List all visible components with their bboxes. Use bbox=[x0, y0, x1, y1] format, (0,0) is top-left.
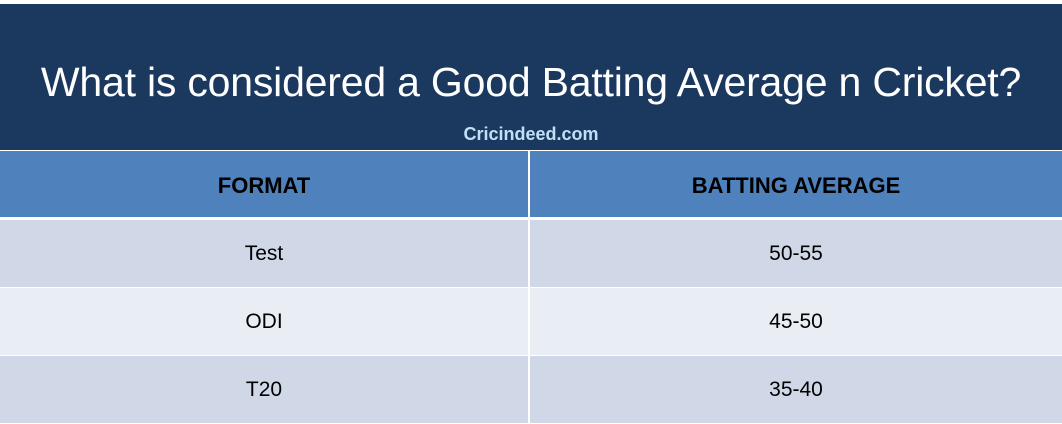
column-header-format: FORMAT bbox=[0, 151, 530, 220]
table-header-row: FORMAT BATTING AVERAGE bbox=[0, 151, 1062, 220]
table-row: Test 50-55 bbox=[0, 220, 1062, 288]
table-row: ODI 45-50 bbox=[0, 288, 1062, 356]
page-title: What is considered a Good Batting Averag… bbox=[40, 59, 1022, 105]
batting-average-table: FORMAT BATTING AVERAGE Test 50-55 ODI 45… bbox=[0, 151, 1062, 424]
format-cell: Test bbox=[0, 220, 530, 288]
site-watermark: Cricindeed.com bbox=[463, 124, 599, 144]
format-cell: T20 bbox=[0, 356, 530, 424]
column-header-batting-average: BATTING AVERAGE bbox=[691, 172, 901, 198]
average-cell: 35-40 bbox=[769, 378, 823, 401]
average-cell: 45-50 bbox=[769, 310, 823, 333]
title-banner: What is considered a Good Batting Averag… bbox=[0, 4, 1062, 150]
average-cell: 50-55 bbox=[769, 242, 823, 265]
format-cell: ODI bbox=[0, 288, 530, 356]
table-row: T20 35-40 bbox=[0, 356, 1062, 424]
